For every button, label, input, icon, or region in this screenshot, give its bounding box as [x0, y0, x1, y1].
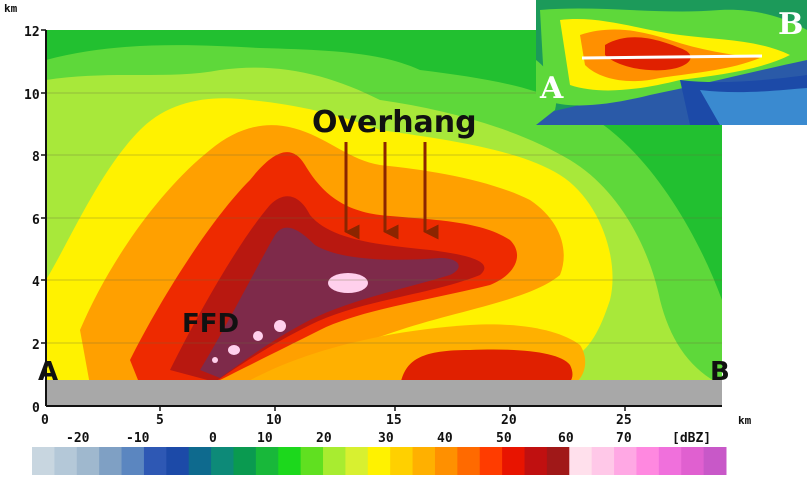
inset-transect-line: [581, 54, 763, 60]
colorbar-label-40: 40: [437, 431, 453, 446]
x-tick-label-25: 25: [616, 413, 632, 428]
x-tick-label-0: 0: [41, 413, 49, 428]
colorbar-cell: [255, 447, 279, 475]
colorbar-label-minus20: -20: [66, 431, 90, 446]
y-axis-unit: km: [4, 2, 18, 15]
echo-core-pink-1: [328, 273, 368, 293]
colorbar-cell: [211, 447, 234, 475]
colorbar-cell: [121, 447, 145, 475]
ffd-label: FFD: [182, 309, 239, 339]
echo-core-pink-2: [274, 320, 286, 332]
ground-clutter-band: [46, 380, 722, 406]
colorbar-cell: [546, 447, 570, 475]
inset-label-a: A: [539, 71, 564, 106]
colorbar-cell: [76, 447, 100, 475]
colorbar: -20 -10 0 10 20 30 40 50 60 70 [dBZ]: [32, 431, 727, 475]
colorbar-cell: [457, 447, 481, 475]
colorbar-cell: [143, 447, 167, 475]
colorbar-cells: [32, 447, 727, 475]
colorbar-cell: [703, 447, 727, 475]
echo-core-pink-5: [212, 357, 218, 363]
y-tick-label-8: 8: [32, 150, 40, 165]
colorbar-cell: [54, 447, 78, 475]
colorbar-cell: [681, 447, 705, 475]
colorbar-label-minus10: -10: [126, 431, 150, 446]
colorbar-label-60: 60: [558, 431, 574, 446]
colorbar-cell: [345, 447, 369, 475]
endpoint-b-label: B: [710, 357, 730, 387]
colorbar-label-0: 0: [209, 431, 217, 446]
x-tick-label-20: 20: [501, 413, 517, 428]
colorbar-cell: [524, 447, 548, 475]
colorbar-label-50: 50: [496, 431, 512, 446]
colorbar-cell: [434, 447, 458, 475]
colorbar-cell: [636, 447, 660, 475]
y-tick-label-2: 2: [32, 338, 40, 353]
colorbar-cell: [233, 447, 257, 475]
colorbar-cell: [188, 447, 212, 475]
colorbar-cell: [323, 447, 346, 475]
colorbar-cell: [300, 447, 324, 475]
echo-core-pink-4: [228, 345, 240, 355]
x-tick-label-10: 10: [266, 413, 282, 428]
colorbar-cell: [99, 447, 123, 475]
x-axis-unit: km: [738, 414, 752, 427]
y-tick-label-6: 6: [32, 213, 40, 228]
colorbar-label-20: 20: [316, 431, 332, 446]
x-tick-label-15: 15: [386, 413, 402, 428]
x-tick-label-5: 5: [156, 413, 164, 428]
axes: km 0 2 4 6 8 10 12 0 5 10 15 20 25 km: [4, 2, 752, 428]
overhang-label: Overhang: [312, 105, 477, 140]
y-tick-label-10: 10: [24, 88, 40, 103]
colorbar-cell: [479, 447, 503, 475]
y-tick-label-4: 4: [32, 275, 40, 290]
colorbar-cell: [32, 447, 55, 475]
colorbar-cell: [502, 447, 526, 475]
colorbar-cell: [367, 447, 391, 475]
colorbar-unit: [dBZ]: [672, 431, 711, 446]
colorbar-cell: [166, 447, 190, 475]
y-tick-label-0: 0: [32, 401, 40, 416]
colorbar-label-70: 70: [616, 431, 632, 446]
colorbar-cell: [278, 447, 302, 475]
echo-core-pink-3: [253, 331, 263, 341]
echo-core-maroon-region: [200, 227, 459, 378]
inset-map: A B: [536, 0, 807, 125]
y-tick-label-12: 12: [24, 25, 40, 40]
endpoint-a-label: A: [38, 357, 58, 387]
colorbar-label-30: 30: [378, 431, 394, 446]
colorbar-cell: [390, 447, 414, 475]
colorbar-cell: [569, 447, 593, 475]
inset-label-b: B: [778, 7, 803, 42]
colorbar-label-10: 10: [257, 431, 273, 446]
colorbar-cell: [658, 447, 682, 475]
colorbar-cell: [412, 447, 436, 475]
colorbar-cell: [591, 447, 615, 475]
colorbar-cell: [614, 447, 637, 475]
annotations: Overhang FFD A B: [38, 105, 730, 387]
echo-low-level-red-band: [400, 349, 573, 386]
